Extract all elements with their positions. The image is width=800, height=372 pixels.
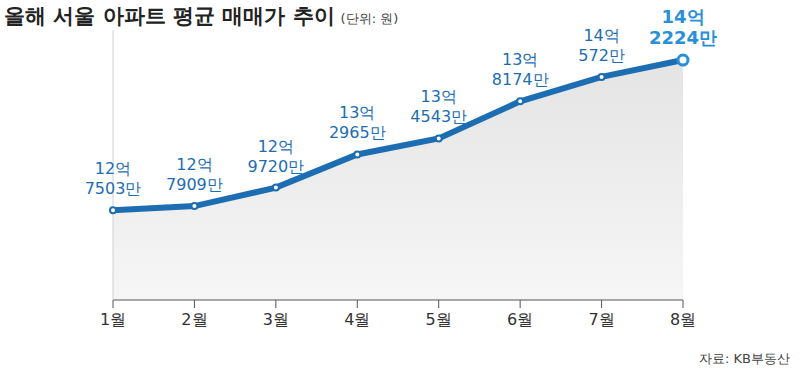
svg-text:14억2224만: 14억2224만 [649,6,717,48]
svg-text:7월: 7월 [588,310,614,329]
svg-text:13억2965만: 13억2965만 [329,103,386,142]
svg-text:13억8174만: 13억8174만 [492,50,549,89]
svg-text:12억7909만: 12억7909만 [166,155,223,194]
html-text:자료: KB부동산: 자료: KB부동산 [699,351,790,366]
svg-text:12억7503만: 12억7503만 [85,159,142,198]
svg-text:4월: 4월 [344,310,370,329]
svg-text:6월: 6월 [507,310,533,329]
svg-text:2월: 2월 [181,310,207,329]
html-text:올해 서울 아파트 평균 매매가 추이 (단위: 원): 올해 서울 아파트 평균 매매가 추이 (단위: 원) [4,4,399,28]
svg-text:3월: 3월 [263,310,289,329]
svg-text:1월: 1월 [100,310,126,329]
svg-text:5월: 5월 [426,310,452,329]
svg-text:8월: 8월 [670,310,696,329]
svg-text:12억9720만: 12억9720만 [247,137,304,176]
svg-text:13억4543만: 13억4543만 [410,87,467,126]
svg-text:14억572만: 14억572만 [578,26,625,65]
